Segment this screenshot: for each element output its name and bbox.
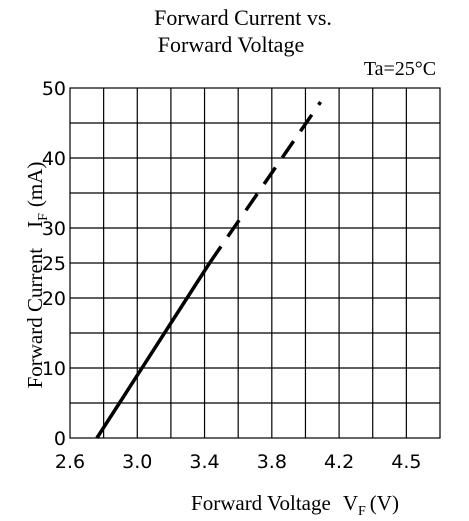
x-tick-label: 3.0 [122, 451, 152, 473]
chart-title-line2: Forward Voltage [158, 32, 304, 57]
x-tick-labels: 2.6 3.0 3.4 3.8 4.2 4.5 [55, 451, 422, 473]
x-tick-label: 2.6 [55, 451, 85, 473]
y-tick-label: 10 [42, 358, 66, 380]
x-tick-label: 3.8 [257, 451, 287, 473]
x-tick-label: 4.2 [324, 451, 354, 473]
y-tick-label: 25 [42, 253, 66, 275]
x-axis-symbol: V [343, 491, 358, 515]
x-axis-unit: (V) [370, 491, 399, 515]
y-axis-unit: (mA) [23, 162, 47, 208]
temperature-annotation: Ta=25°C [364, 58, 436, 80]
plot-grid [69, 87, 441, 439]
y-tick-label: 50 [42, 78, 66, 100]
y-tick-label: 0 [54, 428, 66, 450]
y-axis-symbol: I [23, 221, 47, 228]
y-tick-label: 20 [42, 288, 66, 310]
y-tick-labels: 0 10 20 25 30 40 50 [42, 78, 66, 450]
x-axis-label-main: Forward Voltage [191, 491, 331, 515]
x-axis-subscript: F [358, 504, 366, 519]
y-axis-label: Forward Current IF (mA) [23, 162, 51, 389]
y-tick-label: 40 [42, 148, 66, 170]
measured-curve-solid [95, 262, 212, 439]
y-axis-subscript: F [36, 213, 51, 221]
x-tick-label: 4.5 [391, 451, 421, 473]
y-axis-label-main: Forward Current [23, 248, 47, 389]
x-tick-label: 3.4 [189, 451, 219, 473]
data-series [95, 101, 323, 439]
x-axis-label: Forward Voltage VF (V) [191, 491, 399, 519]
y-tick-label: 30 [42, 218, 66, 240]
extrapolated-curve-dashed [208, 101, 323, 264]
chart-title-line1: Forward Current vs. [154, 5, 332, 30]
